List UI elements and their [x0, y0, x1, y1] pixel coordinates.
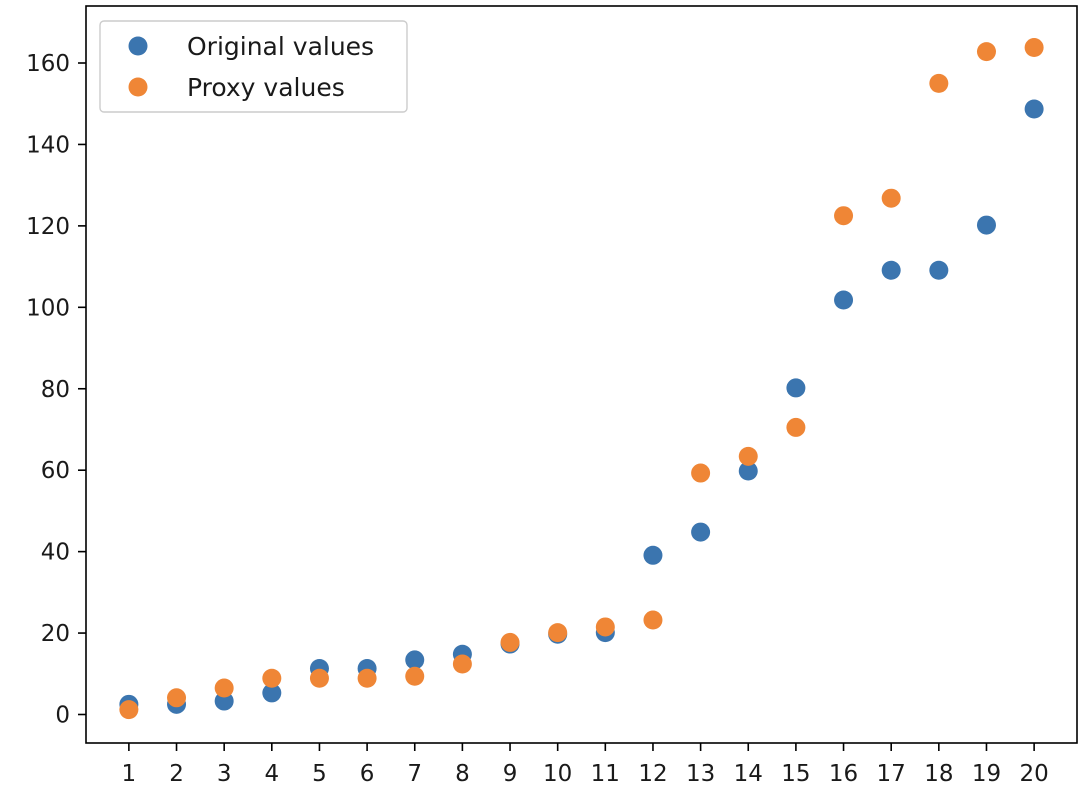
series-proxy-values [119, 38, 1044, 720]
data-point [691, 522, 711, 542]
series-original-values [119, 99, 1044, 714]
y-tick-label: 120 [26, 214, 70, 240]
data-point [786, 417, 806, 437]
x-tick-label: 7 [407, 761, 422, 787]
x-tick-label: 19 [972, 761, 1001, 787]
y-tick-label: 100 [26, 295, 70, 321]
x-tick-label: 13 [686, 761, 715, 787]
data-point [452, 654, 472, 674]
data-point [691, 463, 711, 483]
data-point [214, 678, 234, 698]
data-point [929, 260, 949, 280]
x-tick-label: 12 [638, 761, 667, 787]
x-tick-label: 5 [312, 761, 327, 787]
data-point [834, 206, 854, 226]
x-tick-label: 20 [1019, 761, 1048, 787]
data-point [309, 668, 329, 688]
legend-label: Proxy values [187, 73, 345, 102]
x-tick-label: 10 [543, 761, 572, 787]
data-point [881, 188, 901, 208]
data-point [548, 623, 568, 643]
data-point [976, 42, 996, 62]
y-tick-label: 80 [41, 377, 70, 403]
data-point [643, 610, 663, 630]
data-point [214, 691, 234, 711]
data-point [834, 290, 854, 310]
data-point [643, 545, 663, 565]
data-point [1024, 99, 1044, 119]
data-point [738, 446, 758, 466]
data-point [500, 632, 520, 652]
x-tick-label: 8 [455, 761, 470, 787]
data-point [357, 668, 377, 688]
y-tick-label: 140 [26, 132, 70, 158]
data-point [119, 700, 139, 720]
x-tick-label: 18 [924, 761, 953, 787]
x-tick-label: 17 [877, 761, 906, 787]
series-layer [119, 38, 1044, 720]
x-tick-label: 15 [781, 761, 810, 787]
legend-marker [128, 36, 148, 56]
y-tick-label: 60 [41, 458, 70, 484]
x-tick-label: 4 [264, 761, 279, 787]
data-point [595, 617, 615, 637]
data-point [405, 650, 425, 670]
x-tick-label: 16 [829, 761, 858, 787]
data-point [1024, 38, 1044, 58]
legend: Original values Proxy values [99, 20, 408, 113]
y-tick-label: 0 [55, 702, 70, 728]
x-tick-label: 6 [360, 761, 375, 787]
x-tick-label: 2 [169, 761, 184, 787]
x-tick-label: 1 [122, 761, 137, 787]
data-point [786, 378, 806, 398]
x-axis: 1 2 3 4 5 6 7 8 9 10 11 12 13 14 15 16 17 18 19 20 [122, 743, 1049, 787]
y-axis: 0 20 40 60 80 100 120 140 160 [26, 51, 86, 728]
y-tick-label: 40 [41, 540, 70, 566]
data-point [262, 683, 282, 703]
data-point [929, 73, 949, 93]
data-point [405, 666, 425, 686]
x-tick-label: 14 [734, 761, 763, 787]
legend-box [99, 20, 408, 113]
x-tick-label: 9 [503, 761, 518, 787]
data-point [738, 461, 758, 481]
data-point [167, 688, 187, 708]
data-point [881, 260, 901, 280]
data-point [976, 215, 996, 235]
x-tick-label: 3 [217, 761, 232, 787]
data-point [262, 668, 282, 688]
y-tick-label: 20 [41, 621, 70, 647]
plot-frame [85, 5, 1078, 744]
y-tick-label: 160 [26, 51, 70, 77]
x-tick-label: 11 [591, 761, 620, 787]
legend-marker [128, 77, 148, 97]
legend-label: Original values [187, 32, 374, 61]
